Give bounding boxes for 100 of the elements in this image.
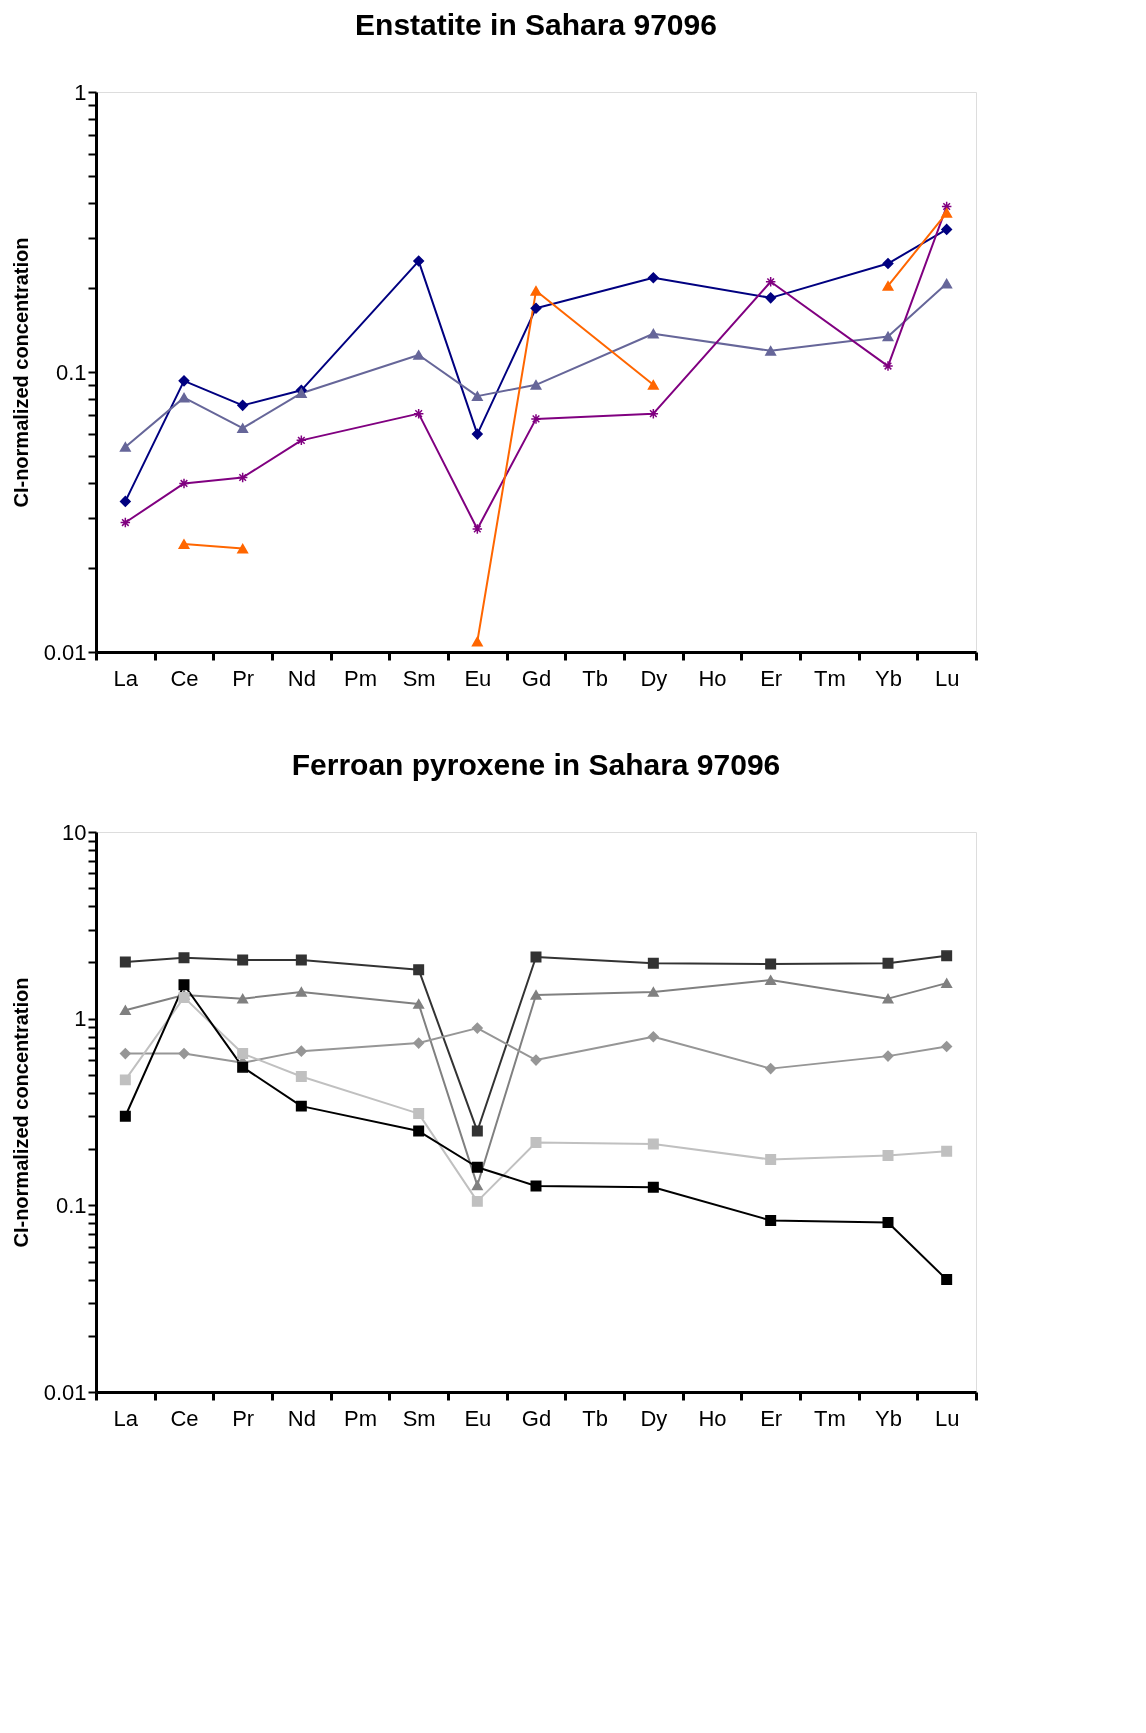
point xyxy=(413,1125,425,1137)
x-tick-label: Nd xyxy=(287,665,316,691)
point xyxy=(530,1054,542,1066)
point xyxy=(471,1022,483,1034)
x-tick-label: Lu xyxy=(934,1405,960,1431)
point xyxy=(882,258,894,270)
point xyxy=(765,1063,777,1075)
x-tick-label: Tb xyxy=(582,1405,609,1431)
point xyxy=(941,1274,953,1286)
point xyxy=(471,1125,483,1137)
x-tick-label: Sm xyxy=(402,665,436,691)
x-tick-label: Sm xyxy=(402,1405,436,1431)
point xyxy=(882,1050,894,1062)
x-tick-label: Gd xyxy=(521,1405,552,1431)
point xyxy=(530,302,542,314)
point xyxy=(119,442,131,452)
y-tick-label: 0.1 xyxy=(55,359,87,385)
point xyxy=(941,278,953,289)
point xyxy=(295,1045,307,1057)
point xyxy=(647,957,659,969)
point xyxy=(471,1180,483,1191)
point xyxy=(119,517,131,529)
y-axis-title: CI-normalized concentration xyxy=(9,237,32,508)
point xyxy=(765,975,777,985)
point xyxy=(119,1110,131,1122)
point xyxy=(119,1005,131,1016)
point xyxy=(647,987,659,997)
point xyxy=(530,990,542,1000)
point xyxy=(471,391,483,401)
point xyxy=(295,388,307,399)
x-tick-label: Yb xyxy=(875,665,902,691)
point xyxy=(237,1048,249,1060)
point xyxy=(765,276,777,288)
point xyxy=(471,636,483,647)
point xyxy=(119,1048,131,1060)
point xyxy=(765,292,777,304)
point xyxy=(471,1161,483,1173)
point xyxy=(295,434,307,446)
point xyxy=(471,523,483,535)
point xyxy=(178,477,190,489)
point xyxy=(882,993,894,1004)
x-tick-label: Ce xyxy=(170,1405,199,1431)
y-tick-label: 0.01 xyxy=(43,639,87,665)
point xyxy=(237,423,249,434)
x-tick-label: Dy xyxy=(640,665,668,691)
x-tick-label: Tm xyxy=(813,665,846,691)
point xyxy=(119,1074,131,1086)
point xyxy=(941,978,953,988)
point xyxy=(237,472,249,483)
point xyxy=(530,413,542,425)
point xyxy=(119,956,131,968)
x-tick-label: Er xyxy=(760,1405,783,1431)
x-tick-label: Ho xyxy=(698,665,727,691)
x-tick-label: Gd xyxy=(521,665,552,691)
point xyxy=(647,1031,659,1043)
point xyxy=(237,399,249,411)
point xyxy=(647,328,659,339)
point xyxy=(471,428,483,440)
point xyxy=(882,331,894,342)
point xyxy=(413,255,425,267)
x-tick-label: Pr xyxy=(232,1405,255,1431)
point xyxy=(765,1154,777,1165)
x-tick-label: Tb xyxy=(582,665,609,691)
point xyxy=(647,379,659,390)
point xyxy=(178,392,190,403)
y-tick-label: 1 xyxy=(74,1006,87,1032)
point xyxy=(647,1138,659,1150)
x-tick-label: La xyxy=(113,1405,139,1431)
point xyxy=(941,1040,953,1052)
x-tick-label: Eu xyxy=(464,1405,492,1431)
point xyxy=(530,1137,542,1149)
point xyxy=(765,958,777,970)
point xyxy=(237,993,249,1004)
point xyxy=(413,408,425,420)
point xyxy=(178,952,190,964)
point xyxy=(295,1071,307,1082)
x-tick-label: Eu xyxy=(464,665,492,691)
point xyxy=(119,495,131,507)
point xyxy=(178,375,190,387)
point xyxy=(413,1108,425,1120)
x-tick-label: Dy xyxy=(640,1405,668,1431)
point xyxy=(237,1061,249,1073)
y-tick-label: 1 xyxy=(74,79,87,105)
point xyxy=(530,951,542,963)
y-tick-label: 10 xyxy=(62,819,87,845)
point xyxy=(530,379,542,390)
x-tick-label: Tm xyxy=(813,1405,846,1431)
point xyxy=(882,1149,894,1161)
chart-title: Ferroan pyroxene in Sahara 97096 xyxy=(291,748,781,781)
chart-title: Enstatite in Sahara 97096 xyxy=(355,8,717,41)
x-tick-label: Nd xyxy=(287,1405,316,1431)
point xyxy=(471,1195,483,1207)
point xyxy=(413,350,425,360)
point xyxy=(530,1180,542,1192)
x-tick-label: Pm xyxy=(344,665,377,691)
x-tick-label: Ho xyxy=(698,1405,727,1431)
point xyxy=(941,950,953,962)
point xyxy=(295,987,307,997)
y-tick-label: 0.01 xyxy=(43,1379,87,1405)
point xyxy=(765,1214,777,1226)
